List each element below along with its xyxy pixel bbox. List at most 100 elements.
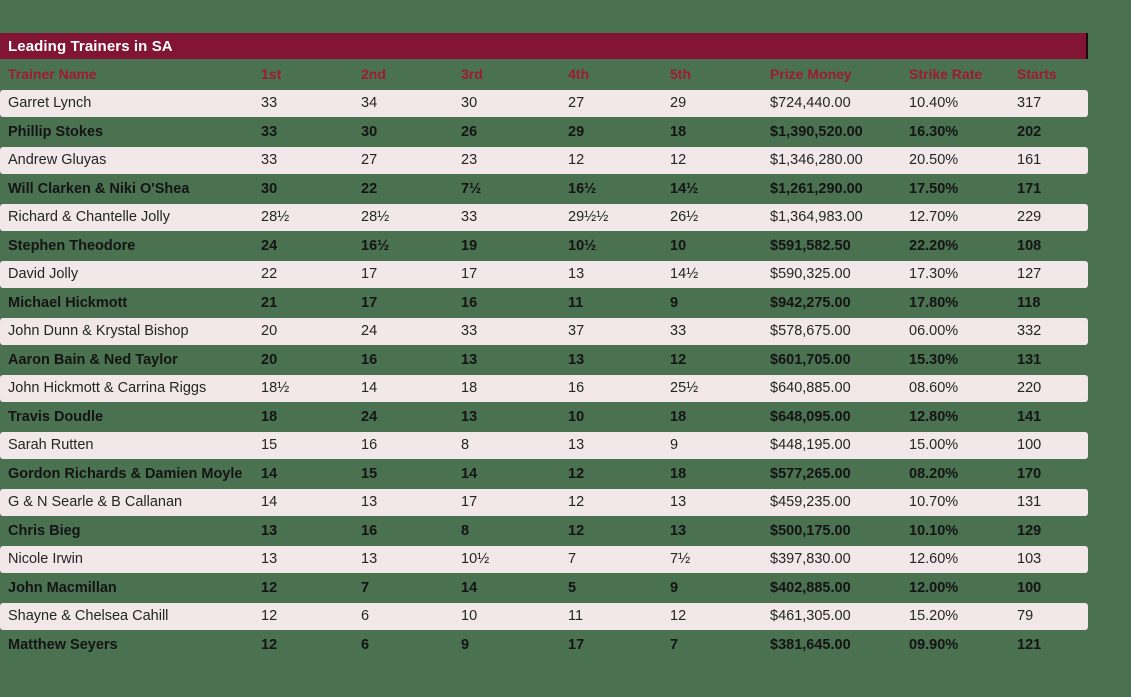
stat-cell: 12 — [568, 494, 585, 511]
stat-cell: 30 — [461, 95, 478, 112]
stat-cell: 28½ — [361, 209, 390, 226]
stat-cell: 33 — [261, 152, 278, 169]
stat-cell: 13 — [261, 522, 278, 539]
stat-cell: 9 — [670, 437, 679, 454]
column-header: Starts — [1017, 66, 1057, 82]
table-row: Chris Bieg 13 16 8 12 13 $500,175.00 10.10% 129 — [0, 517, 1088, 546]
stat-cell: 10 — [670, 237, 687, 254]
stat-cell: 17 — [361, 266, 378, 283]
stat-cell: 170 — [1017, 465, 1042, 482]
stat-cell: 12.00% — [909, 579, 959, 596]
stat-cell: 18 — [670, 123, 687, 140]
stat-cell: 14½ — [670, 180, 699, 197]
stat-cell: $500,175.00 — [770, 522, 851, 539]
stat-cell: 10½ — [568, 237, 597, 254]
stat-cell: 7½ — [670, 551, 691, 568]
stat-cell: 332 — [1017, 323, 1042, 340]
stat-cell: 23 — [461, 152, 478, 169]
trainer-name-cell: John Macmillan — [8, 579, 117, 596]
stat-cell: 33 — [461, 209, 478, 226]
trainer-name-cell: Stephen Theodore — [8, 237, 136, 254]
trainer-name-cell: Michael Hickmott — [8, 294, 128, 311]
trainer-name-cell: Richard & Chantelle Jolly — [8, 209, 170, 226]
stat-cell: 37 — [568, 323, 585, 340]
stat-cell: 14 — [461, 579, 478, 596]
stat-cell: 12.60% — [909, 551, 959, 568]
stat-cell: 12.80% — [909, 408, 959, 425]
trainer-name-cell: Matthew Seyers — [8, 636, 118, 653]
trainer-name-cell: Gordon Richards & Damien Moyle — [8, 465, 243, 482]
stat-cell: 24 — [361, 408, 378, 425]
stat-cell: 13 — [461, 351, 478, 368]
stat-cell: 7 — [670, 636, 679, 653]
stat-cell: 15.20% — [909, 608, 959, 625]
stat-cell: 18 — [670, 408, 687, 425]
stat-cell: 10½ — [461, 551, 490, 568]
table-row: Shayne & Chelsea Cahill 12 6 10 11 12 $461,305… — [0, 603, 1088, 630]
stat-cell: 229 — [1017, 209, 1042, 226]
table-row: Garret Lynch 33 34 30 27 29 $724,440.00 10.40% 3… — [0, 90, 1088, 117]
stat-cell: 100 — [1017, 579, 1042, 596]
stat-cell: 16 — [361, 522, 378, 539]
stat-cell: 17 — [461, 266, 478, 283]
stat-cell: 22 — [361, 180, 378, 197]
table-row: Sarah Rutten 15 16 8 13 9 $448,195.00 15.00% 100 — [0, 432, 1088, 459]
stat-cell: 131 — [1017, 494, 1042, 511]
table-row: Matthew Seyers 12 6 9 17 7 $381,645.00 09.90% 12… — [0, 631, 1088, 660]
stat-cell: 79 — [1017, 608, 1034, 625]
stat-cell: $381,645.00 — [770, 636, 851, 653]
stat-cell: 33 — [261, 123, 278, 140]
trainer-name-cell: Travis Doudle — [8, 408, 104, 425]
stat-cell: 13 — [670, 494, 687, 511]
stat-cell: 14 — [461, 465, 478, 482]
stat-cell: 16 — [361, 437, 378, 454]
stat-cell: 20.50% — [909, 152, 959, 169]
stat-cell: 08.60% — [909, 380, 959, 397]
stat-cell: 12 — [261, 636, 278, 653]
stat-cell: 30 — [261, 180, 278, 197]
table-header-row: Trainer Name 1st 2nd 3rd 4th 5th Prize Money St… — [0, 59, 1088, 89]
stat-cell: 20 — [261, 351, 278, 368]
stat-cell: 12 — [568, 152, 585, 169]
stat-cell: 27 — [568, 95, 585, 112]
stat-cell: 10 — [461, 608, 478, 625]
stat-cell: 6 — [361, 608, 370, 625]
stat-cell: 10.40% — [909, 95, 959, 112]
stat-cell: 12 — [568, 522, 585, 539]
stat-cell: 118 — [1017, 294, 1041, 311]
stat-cell: 10.70% — [909, 494, 959, 511]
stat-cell: 171 — [1017, 180, 1042, 197]
stat-cell: $640,885.00 — [770, 380, 851, 397]
stat-cell: $648,095.00 — [770, 408, 851, 425]
stat-cell: 28½ — [261, 209, 290, 226]
stat-cell: 14 — [361, 380, 378, 397]
stat-cell: 9 — [461, 636, 470, 653]
stat-cell: $724,440.00 — [770, 95, 851, 112]
stat-cell: 15 — [261, 437, 278, 454]
stat-cell: 24 — [361, 323, 378, 340]
stat-cell: 17.30% — [909, 266, 959, 283]
stat-cell: 30 — [361, 123, 378, 140]
stat-cell: $459,235.00 — [770, 494, 851, 511]
stat-cell: 220 — [1017, 380, 1042, 397]
page-title: Leading Trainers in SA — [8, 37, 173, 55]
stat-cell: $591,582.50 — [770, 237, 851, 254]
stat-cell: 17 — [461, 494, 478, 511]
trainer-name-cell: Garret Lynch — [8, 95, 92, 112]
stat-cell: 13 — [261, 551, 278, 568]
stat-cell: 12 — [261, 579, 278, 596]
stat-cell: 7 — [361, 579, 370, 596]
column-header: Strike Rate — [909, 66, 983, 82]
table-row: David Jolly 22 17 17 13 14½ $590,325.00 17.30% 1… — [0, 261, 1088, 288]
stat-cell: 16.30% — [909, 123, 959, 140]
stat-cell: 317 — [1017, 95, 1042, 112]
stat-cell: 29 — [670, 95, 687, 112]
stat-cell: 9 — [670, 579, 679, 596]
stat-cell: 129 — [1017, 522, 1042, 539]
column-header: 3rd — [461, 66, 483, 82]
stat-cell: 21 — [261, 294, 278, 311]
table-row: Gordon Richards & Damien Moyle 14 15 14 12 18… — [0, 460, 1088, 489]
table-row: Phillip Stokes 33 30 26 29 18 $1,390,520.00 16.… — [0, 118, 1088, 147]
column-header: Prize Money — [770, 66, 852, 82]
stat-cell: 6 — [361, 636, 370, 653]
